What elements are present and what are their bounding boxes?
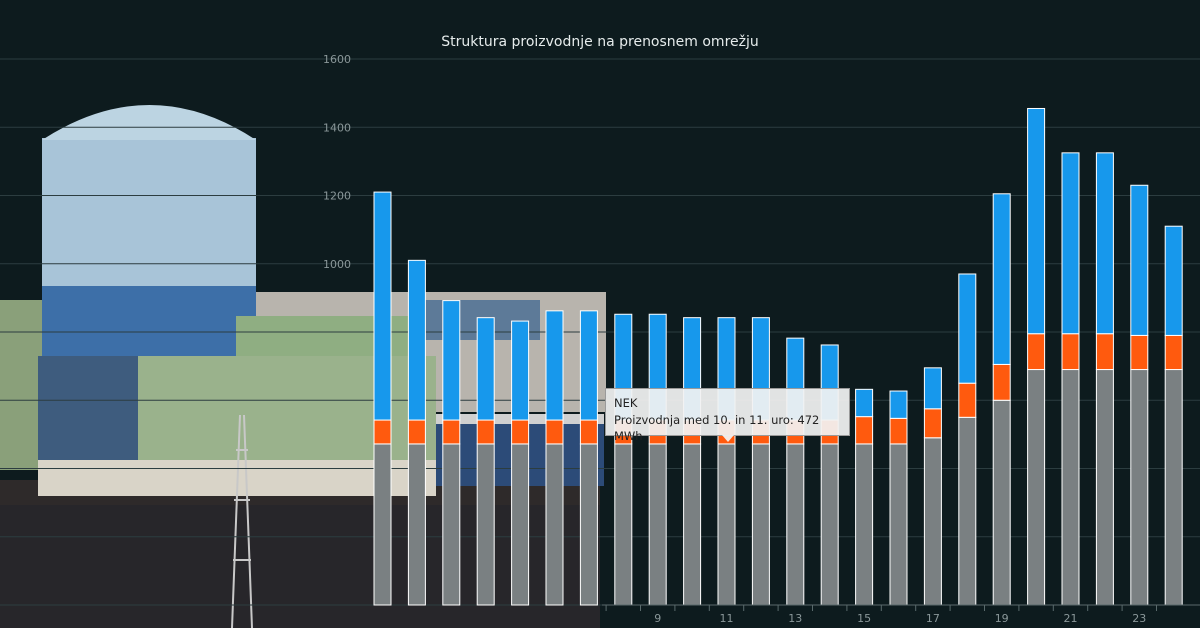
bar-segment[interactable]	[992, 399, 1011, 606]
bar-segment[interactable]	[1130, 369, 1149, 606]
bar-segment[interactable]	[545, 419, 564, 445]
photo-reactor-dome	[42, 105, 256, 140]
bar-segment[interactable]	[1095, 369, 1114, 606]
bar-segment[interactable]	[373, 191, 392, 421]
x-tick-label: 9	[654, 612, 661, 625]
bar-segment[interactable]	[855, 416, 874, 445]
tooltip: NEK Proizvodnja med 10. in 11. uro: 472 …	[605, 388, 850, 443]
bar-segment[interactable]	[683, 443, 702, 606]
bar-segment[interactable]	[442, 300, 461, 421]
bar-segment[interactable]	[407, 259, 426, 421]
bar-segment[interactable]	[1061, 333, 1080, 371]
bar-segment[interactable]	[476, 443, 495, 606]
bar-segment[interactable]	[511, 320, 530, 421]
x-tick-label: 11	[720, 612, 734, 625]
bar-segment[interactable]	[476, 317, 495, 421]
bar-segment[interactable]	[786, 443, 805, 606]
bar-segment[interactable]	[923, 408, 942, 439]
bar-segment[interactable]	[992, 193, 1011, 365]
bar-segment[interactable]	[923, 437, 942, 606]
bar-segment[interactable]	[855, 443, 874, 606]
bar-segment[interactable]	[648, 443, 667, 606]
bar-segment[interactable]	[1130, 184, 1149, 336]
bar-segment[interactable]	[1027, 333, 1046, 371]
bar-segment[interactable]	[889, 417, 908, 445]
bar-segment[interactable]	[545, 443, 564, 606]
x-tick-label: 13	[788, 612, 802, 625]
bar-segment[interactable]	[751, 443, 770, 606]
bar-segment[interactable]	[820, 443, 839, 606]
bar-segment[interactable]	[1061, 152, 1080, 335]
bar-segment[interactable]	[579, 419, 598, 445]
bar-segment[interactable]	[1164, 369, 1183, 606]
bar-segment[interactable]	[407, 443, 426, 606]
bar-segment[interactable]	[373, 419, 392, 445]
bar-segment[interactable]	[579, 443, 598, 606]
tooltip-title: NEK	[614, 396, 638, 410]
bar-segment[interactable]	[1095, 152, 1114, 335]
bar-segment[interactable]	[1061, 369, 1080, 606]
bar-segment[interactable]	[958, 416, 977, 606]
bar-segment[interactable]	[476, 419, 495, 445]
bar-segment[interactable]	[958, 382, 977, 418]
bar-segment[interactable]	[923, 367, 942, 410]
photo-field	[0, 505, 600, 628]
tooltip-pointer	[722, 435, 734, 442]
bar-segment[interactable]	[855, 388, 874, 418]
bar-segment[interactable]	[1164, 225, 1183, 336]
bar-segment[interactable]	[992, 363, 1011, 401]
bar-segment[interactable]	[1164, 334, 1183, 371]
photo-pylon	[231, 414, 253, 628]
bar-segment[interactable]	[442, 443, 461, 606]
y-tick-label: 1000	[323, 258, 351, 271]
bar-segment[interactable]	[1095, 333, 1114, 371]
x-tick-label: 15	[857, 612, 871, 625]
nuclear-plant-photo	[0, 105, 606, 628]
x-tick-label: 23	[1132, 612, 1146, 625]
x-tick-label: 17	[926, 612, 940, 625]
bar-segment[interactable]	[407, 419, 426, 445]
bar-segment[interactable]	[889, 390, 908, 419]
tooltip-text: Proizvodnja med 10. in 11. uro: 472 MWh	[614, 412, 820, 444]
bar-segment[interactable]	[1130, 334, 1149, 371]
photo-reactor-band	[42, 286, 256, 356]
bar-segment[interactable]	[545, 310, 564, 421]
bar-segment[interactable]	[717, 443, 736, 606]
bar-segment[interactable]	[373, 443, 392, 606]
x-tick-label: 21	[1064, 612, 1078, 625]
bar-segment[interactable]	[1027, 107, 1046, 335]
y-tick-label: 1200	[323, 190, 351, 203]
bar-segment[interactable]	[579, 310, 598, 421]
chart-title: Struktura proizvodnje na prenosnem omrež…	[441, 34, 759, 50]
bar-segment[interactable]	[614, 443, 633, 606]
bar-segment[interactable]	[889, 443, 908, 606]
x-tick-label: 19	[995, 612, 1009, 625]
bar-segment[interactable]	[511, 443, 530, 606]
y-tick-label: 1600	[323, 53, 351, 66]
bar-segment[interactable]	[958, 273, 977, 384]
bar-segment[interactable]	[511, 419, 530, 445]
bar-segment[interactable]	[1027, 369, 1046, 606]
bar-segment[interactable]	[442, 419, 461, 445]
y-tick-label: 1400	[323, 121, 351, 134]
